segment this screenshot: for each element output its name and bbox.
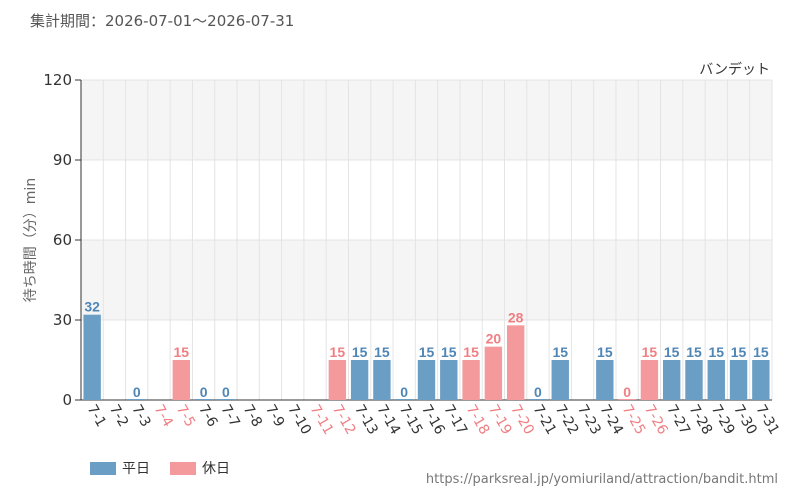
bar	[663, 360, 681, 400]
x-tick-label: 7-8	[240, 402, 265, 430]
x-tick-label: 7-31	[752, 402, 782, 438]
bar	[83, 314, 101, 400]
x-tick-label: 7-9	[262, 402, 287, 430]
chart-legend: 平日 休日	[90, 458, 230, 478]
x-tick-label: 7-5	[173, 402, 198, 430]
data-label: 0	[133, 384, 141, 400]
legend-label-holiday: 休日	[202, 461, 230, 477]
data-label: 15	[753, 344, 769, 360]
data-label: 15	[664, 344, 680, 360]
x-tick-label: 7-1	[84, 402, 109, 430]
legend-swatch-weekday	[90, 461, 116, 475]
bar	[194, 399, 213, 400]
data-label: 28	[508, 309, 524, 325]
data-label: 0	[200, 384, 208, 400]
bar	[551, 360, 569, 400]
bar	[685, 360, 703, 400]
x-tick-label: 7-3	[128, 402, 153, 430]
bar	[217, 399, 235, 400]
data-label: 15	[441, 344, 457, 360]
bar	[440, 360, 458, 400]
bar	[462, 360, 480, 400]
bar	[328, 360, 347, 400]
bar	[128, 399, 146, 400]
data-label: 15	[642, 344, 658, 360]
data-label: 0	[623, 384, 631, 400]
data-label: 15	[352, 344, 368, 360]
y-axis-label: 待ち時間（分）min	[23, 178, 39, 302]
y-tick-label: 90	[53, 151, 72, 169]
bar	[529, 399, 547, 400]
bar	[395, 399, 413, 400]
data-label: 0	[534, 384, 542, 400]
bar	[506, 325, 525, 400]
bar	[707, 360, 725, 400]
legend-item-weekday[interactable]: 平日	[90, 458, 150, 478]
data-label: 0	[400, 384, 408, 400]
x-tick-label: 7-7	[217, 402, 242, 430]
legend-item-holiday[interactable]: 休日	[170, 458, 230, 478]
bar	[417, 360, 436, 400]
legend-swatch-holiday	[170, 461, 196, 475]
bar	[752, 360, 770, 400]
bar	[350, 360, 369, 400]
bar	[172, 360, 190, 400]
bar	[373, 360, 391, 400]
data-label: 15	[374, 344, 390, 360]
x-tick-label: 7-4	[151, 402, 176, 430]
legend-label-weekday: 平日	[122, 461, 150, 477]
data-label: 15	[419, 344, 435, 360]
grid-band	[81, 80, 772, 160]
data-label: 15	[597, 344, 613, 360]
grid-band	[81, 240, 772, 320]
data-label: 15	[552, 344, 568, 360]
y-tick-label: 30	[53, 311, 72, 329]
chart-title: バンデット	[699, 61, 770, 78]
collection-period-label: 集計期間：2026-07-01～2026-07-31	[30, 12, 295, 30]
x-tick-label: 7-2	[106, 402, 131, 430]
bar	[596, 360, 614, 400]
bar	[618, 399, 636, 400]
bar	[484, 346, 503, 400]
data-label: 15	[708, 344, 724, 360]
data-label: 15	[686, 344, 702, 360]
y-tick-label: 0	[62, 391, 72, 409]
y-tick-label: 60	[53, 231, 72, 249]
data-label: 15	[174, 344, 190, 360]
x-tick-label: 7-6	[195, 402, 220, 430]
data-label: 32	[84, 299, 100, 315]
data-label: 20	[486, 331, 502, 347]
data-label: 15	[731, 344, 747, 360]
bar	[640, 360, 659, 400]
data-label: 0	[222, 384, 230, 400]
y-tick-label: 120	[43, 71, 72, 89]
data-label: 15	[330, 344, 346, 360]
source-url: https://parksreal.jp/yomiuriland/attract…	[425, 472, 778, 487]
data-label: 15	[463, 344, 479, 360]
bar	[729, 360, 748, 400]
